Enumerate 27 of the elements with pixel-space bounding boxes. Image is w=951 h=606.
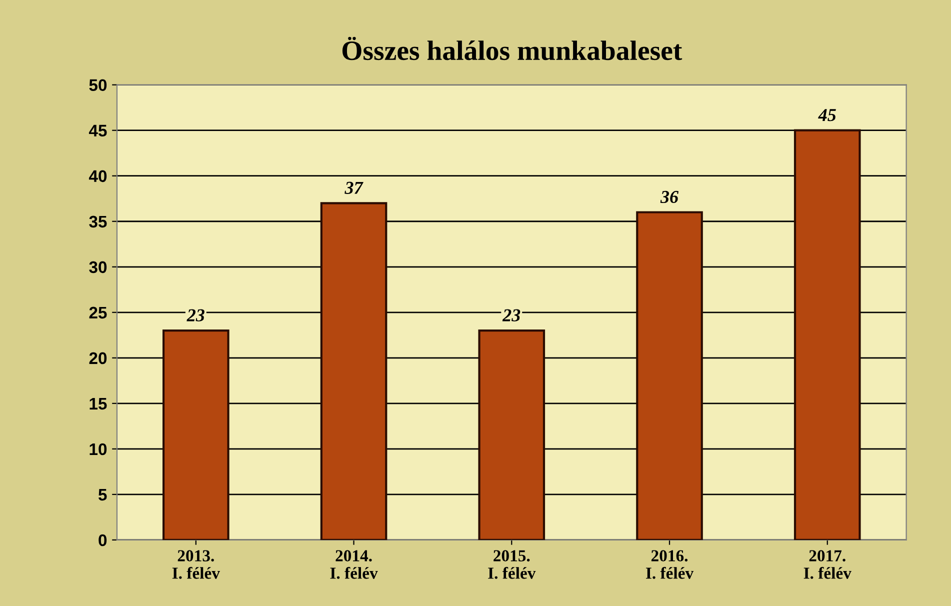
chart-title: Összes halálos munkabaleset: [342, 36, 682, 60]
x-tick-label: 2016. I. félév: [646, 550, 694, 579]
y-tick-label: 15: [90, 398, 107, 410]
bar: [478, 330, 546, 540]
y-tick-label: 20: [89, 352, 107, 364]
y-tick-label: 5: [98, 489, 107, 501]
x-tick-label: 2013. I. félév: [172, 550, 220, 579]
y-tick-label: 35: [89, 216, 107, 228]
data-label: 45: [818, 109, 836, 122]
y-tick-label: 50: [89, 79, 107, 92]
bar: [636, 211, 703, 540]
y-tick-label: 25: [89, 306, 107, 319]
data-label: 37: [344, 182, 364, 194]
data-label: 23: [502, 309, 520, 322]
bar: [794, 129, 861, 540]
bar: [162, 330, 230, 540]
y-tick-label: 40: [88, 170, 107, 182]
bar: [320, 202, 388, 540]
y-tick-label: 10: [90, 443, 107, 456]
x-tick-label: 2015. I. félév: [488, 550, 536, 579]
data-label: 23: [186, 309, 204, 322]
y-tick-label: 0: [98, 534, 107, 546]
y-tick-label: 45: [88, 124, 107, 137]
x-tick-label: 2014. I. félév: [330, 550, 378, 579]
data-label: 36: [660, 190, 679, 204]
y-tick-label: 30: [89, 261, 107, 274]
x-tick-label: 2017. I. félév: [804, 550, 852, 579]
